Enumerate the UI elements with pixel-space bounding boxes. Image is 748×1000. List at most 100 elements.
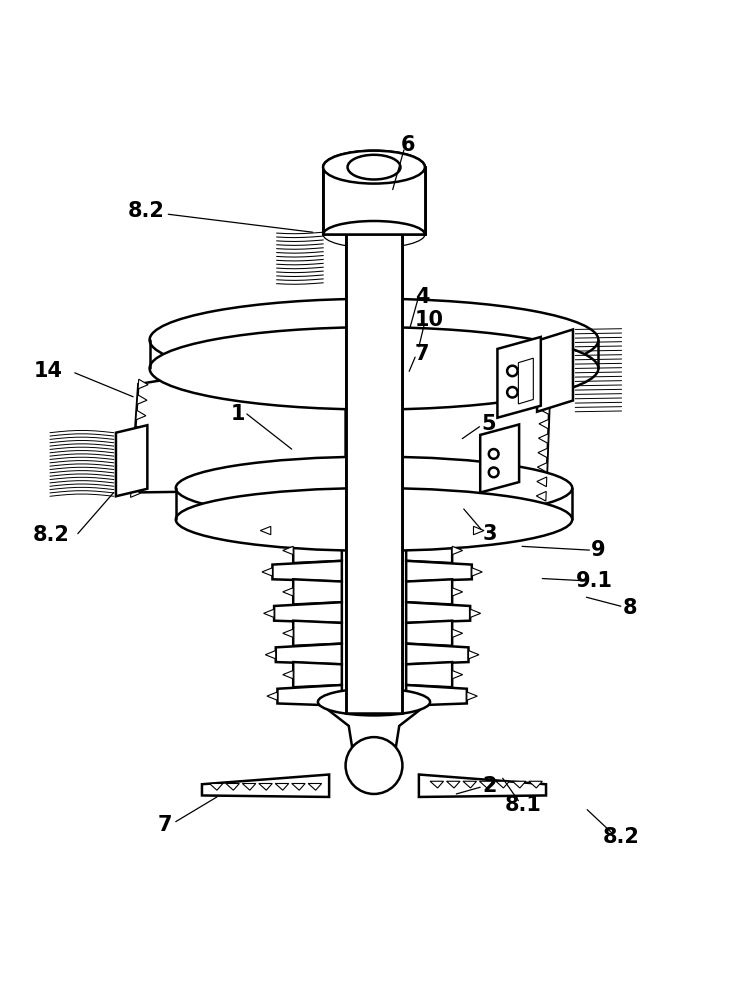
Polygon shape [470, 609, 481, 618]
Text: 1: 1 [230, 404, 245, 424]
Polygon shape [452, 588, 462, 596]
Polygon shape [472, 568, 482, 576]
Polygon shape [406, 662, 452, 687]
Polygon shape [293, 579, 342, 604]
Polygon shape [278, 685, 342, 706]
Polygon shape [538, 448, 548, 458]
Polygon shape [452, 670, 462, 679]
Polygon shape [131, 488, 141, 497]
Polygon shape [262, 568, 272, 576]
Text: 7: 7 [414, 344, 429, 364]
Polygon shape [430, 781, 444, 788]
Text: 2: 2 [482, 776, 497, 796]
Polygon shape [419, 775, 546, 797]
Polygon shape [406, 341, 479, 473]
Polygon shape [346, 234, 402, 713]
Polygon shape [308, 783, 322, 790]
Circle shape [489, 467, 498, 477]
Polygon shape [463, 781, 476, 788]
Text: 8.1: 8.1 [505, 795, 542, 815]
Polygon shape [539, 434, 548, 443]
Polygon shape [267, 692, 278, 700]
Circle shape [489, 449, 498, 459]
Polygon shape [536, 491, 546, 501]
Ellipse shape [348, 155, 400, 179]
Text: 8: 8 [622, 598, 637, 618]
Polygon shape [135, 426, 145, 435]
Polygon shape [467, 692, 477, 700]
Polygon shape [406, 602, 470, 623]
Ellipse shape [176, 457, 572, 519]
Polygon shape [137, 395, 147, 404]
Polygon shape [260, 526, 271, 535]
Polygon shape [292, 783, 305, 790]
Polygon shape [272, 561, 342, 582]
Text: 9.1: 9.1 [576, 571, 613, 591]
Polygon shape [402, 358, 550, 496]
Polygon shape [406, 621, 452, 646]
Polygon shape [452, 629, 462, 637]
Polygon shape [473, 526, 484, 535]
Polygon shape [283, 588, 293, 596]
Polygon shape [540, 390, 550, 400]
Polygon shape [468, 651, 479, 659]
Text: 7: 7 [157, 815, 172, 835]
Polygon shape [539, 419, 549, 429]
Text: 8.2: 8.2 [127, 201, 165, 221]
Polygon shape [263, 609, 274, 618]
Circle shape [507, 366, 518, 376]
Polygon shape [539, 405, 550, 415]
Polygon shape [274, 602, 342, 623]
Polygon shape [406, 685, 467, 706]
Polygon shape [138, 379, 148, 389]
Polygon shape [497, 337, 541, 418]
Polygon shape [283, 670, 293, 679]
Text: 10: 10 [415, 310, 444, 330]
Polygon shape [518, 358, 533, 404]
Polygon shape [276, 644, 342, 664]
Polygon shape [323, 167, 425, 234]
Polygon shape [271, 519, 342, 540]
Ellipse shape [323, 151, 425, 184]
Text: 5: 5 [481, 414, 496, 434]
Polygon shape [406, 579, 452, 604]
Polygon shape [136, 410, 146, 420]
Polygon shape [537, 463, 548, 472]
Polygon shape [209, 783, 223, 790]
Polygon shape [134, 441, 144, 451]
Polygon shape [406, 538, 452, 563]
Polygon shape [480, 424, 519, 493]
Polygon shape [116, 425, 147, 496]
Text: 8.2: 8.2 [32, 525, 70, 545]
Polygon shape [406, 519, 473, 540]
Ellipse shape [323, 151, 425, 184]
Polygon shape [406, 561, 472, 582]
Polygon shape [479, 781, 493, 788]
Text: 4: 4 [415, 287, 430, 307]
Polygon shape [131, 350, 346, 493]
Polygon shape [537, 329, 573, 412]
Ellipse shape [318, 688, 430, 715]
Polygon shape [496, 781, 509, 788]
Polygon shape [266, 651, 276, 659]
Polygon shape [406, 644, 468, 664]
Text: 3: 3 [482, 524, 497, 544]
Text: 8.2: 8.2 [602, 827, 640, 847]
Polygon shape [318, 702, 430, 777]
Text: 14: 14 [34, 361, 63, 381]
Circle shape [507, 387, 518, 397]
Polygon shape [283, 629, 293, 637]
Polygon shape [132, 472, 141, 482]
Polygon shape [512, 781, 526, 788]
Text: 6: 6 [400, 135, 415, 155]
Polygon shape [323, 167, 425, 234]
Ellipse shape [150, 299, 598, 381]
Polygon shape [537, 477, 547, 487]
Polygon shape [293, 538, 342, 563]
Ellipse shape [150, 327, 598, 409]
Polygon shape [346, 234, 402, 713]
Polygon shape [529, 781, 542, 788]
Polygon shape [447, 781, 460, 788]
Ellipse shape [176, 488, 572, 551]
Polygon shape [283, 546, 293, 555]
